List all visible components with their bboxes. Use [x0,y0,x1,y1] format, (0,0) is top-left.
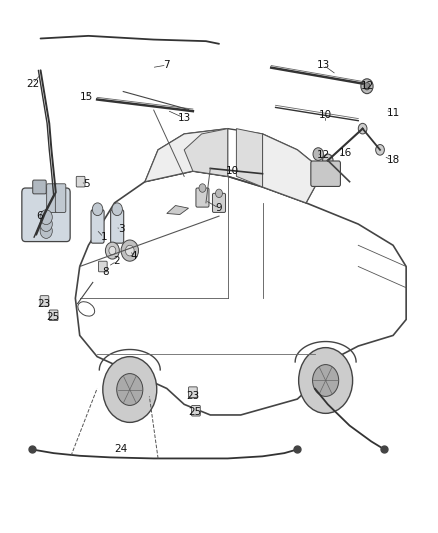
FancyBboxPatch shape [47,184,57,213]
Text: 7: 7 [163,60,170,70]
Circle shape [40,216,52,231]
FancyBboxPatch shape [40,296,49,306]
Text: 12: 12 [360,81,374,91]
FancyBboxPatch shape [22,188,70,241]
FancyBboxPatch shape [55,184,66,213]
Text: 24: 24 [114,445,128,455]
Text: 10: 10 [319,110,332,120]
Text: 4: 4 [131,251,138,261]
Circle shape [199,184,206,192]
Circle shape [125,245,134,256]
Text: 23: 23 [37,298,51,309]
Text: 16: 16 [339,148,352,158]
Text: 3: 3 [118,224,124,235]
Polygon shape [167,206,188,215]
Circle shape [364,83,370,90]
FancyBboxPatch shape [212,193,226,213]
Text: 18: 18 [386,156,400,165]
Text: 23: 23 [186,391,200,401]
Circle shape [313,148,323,160]
FancyBboxPatch shape [111,210,124,243]
Circle shape [215,189,223,198]
Polygon shape [184,128,228,176]
Circle shape [40,223,52,238]
Text: 13: 13 [177,113,191,123]
FancyBboxPatch shape [191,406,200,416]
Text: 11: 11 [386,108,400,118]
Circle shape [299,348,353,414]
FancyBboxPatch shape [49,310,58,320]
FancyBboxPatch shape [311,161,340,187]
Polygon shape [237,128,262,187]
Text: 13: 13 [317,60,330,70]
Polygon shape [145,128,228,182]
Circle shape [103,357,157,422]
FancyBboxPatch shape [196,188,209,207]
Circle shape [121,240,138,261]
FancyBboxPatch shape [33,180,46,194]
Text: 12: 12 [317,150,330,160]
Text: 5: 5 [83,179,89,189]
Text: 9: 9 [215,203,223,213]
Text: 25: 25 [188,407,201,417]
Polygon shape [262,134,323,203]
FancyBboxPatch shape [188,387,197,398]
Circle shape [40,210,52,224]
Circle shape [313,365,339,397]
Text: 8: 8 [102,267,109,277]
Text: 22: 22 [26,78,39,88]
Text: 1: 1 [100,232,107,243]
Circle shape [112,203,122,216]
Text: 25: 25 [46,312,60,322]
Circle shape [92,203,103,216]
Circle shape [376,144,385,155]
Circle shape [358,123,367,134]
Text: 2: 2 [113,256,120,266]
Text: 6: 6 [36,211,43,221]
Text: 10: 10 [226,166,239,176]
Circle shape [322,154,333,167]
Circle shape [106,242,119,259]
FancyBboxPatch shape [76,176,85,187]
FancyBboxPatch shape [99,261,107,272]
Circle shape [117,374,143,406]
FancyBboxPatch shape [91,210,104,243]
Text: 15: 15 [80,92,93,102]
Circle shape [109,246,116,255]
Circle shape [361,79,373,94]
